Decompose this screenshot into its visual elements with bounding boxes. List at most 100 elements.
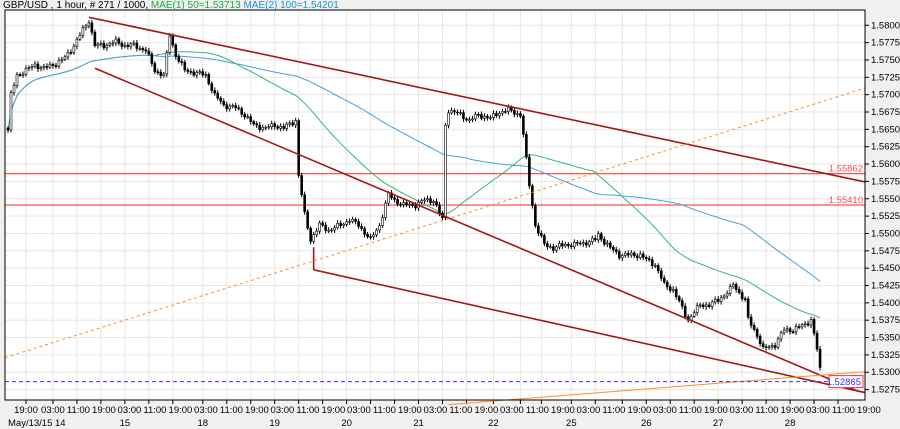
candle-body bbox=[674, 288, 678, 297]
candle bbox=[381, 214, 384, 228]
y-tick-label: 1.54750 bbox=[871, 246, 900, 257]
candle-body bbox=[525, 133, 528, 158]
candle-body bbox=[614, 249, 618, 252]
candle bbox=[306, 209, 309, 231]
candle-body bbox=[594, 238, 597, 241]
candle-body bbox=[21, 74, 25, 76]
x-tick-label: 11:00 bbox=[755, 405, 778, 416]
candle bbox=[626, 250, 630, 258]
candle bbox=[420, 198, 423, 205]
candle-body bbox=[767, 346, 771, 349]
candle-body bbox=[600, 233, 603, 240]
candle bbox=[267, 123, 270, 130]
candle bbox=[776, 336, 780, 350]
candle bbox=[165, 50, 169, 78]
candle-body bbox=[384, 202, 387, 218]
candle bbox=[150, 51, 154, 67]
candle-body bbox=[414, 205, 417, 209]
symbol-label: GBP/USD bbox=[3, 0, 49, 11]
candle-body bbox=[324, 224, 327, 231]
candle-body bbox=[219, 97, 223, 102]
candle-body bbox=[716, 298, 720, 302]
candle bbox=[129, 42, 133, 50]
candle-body bbox=[605, 242, 609, 245]
candle bbox=[701, 302, 705, 310]
candle-body bbox=[585, 242, 588, 246]
candle bbox=[480, 111, 483, 121]
candle bbox=[629, 250, 633, 258]
candle-body bbox=[623, 253, 627, 256]
chart-info: , 1 hour, # 271 / 1000, bbox=[48, 0, 151, 11]
candle bbox=[692, 309, 696, 319]
candle-body bbox=[632, 252, 636, 257]
candle bbox=[42, 63, 46, 71]
x-tick-label: 11:00 bbox=[143, 405, 166, 416]
candle-body bbox=[144, 49, 148, 52]
candle bbox=[516, 110, 519, 118]
candle bbox=[653, 263, 657, 269]
candle bbox=[731, 282, 735, 290]
candle bbox=[525, 131, 528, 160]
candle bbox=[285, 122, 288, 132]
x-tick-label: 03:00 bbox=[271, 405, 295, 416]
candle-body bbox=[243, 113, 247, 118]
candle bbox=[447, 109, 450, 129]
candle bbox=[57, 57, 61, 69]
candle bbox=[534, 203, 537, 228]
x-date-label: 21 bbox=[413, 418, 424, 429]
candle-body bbox=[195, 71, 199, 76]
candle bbox=[363, 226, 366, 238]
candle-body bbox=[770, 345, 774, 348]
candle bbox=[453, 108, 456, 116]
candle bbox=[246, 113, 250, 120]
candle bbox=[635, 253, 639, 261]
candle bbox=[318, 220, 321, 235]
candle-body bbox=[120, 42, 124, 47]
x-tick-label: 11:00 bbox=[220, 405, 243, 416]
candle-body bbox=[695, 305, 699, 314]
candle bbox=[177, 53, 181, 64]
candle bbox=[96, 42, 100, 49]
candle bbox=[36, 61, 40, 72]
candle-body bbox=[486, 116, 489, 119]
candle bbox=[354, 217, 357, 225]
x-tick-label: 03:00 bbox=[806, 405, 830, 416]
candle-body bbox=[216, 92, 220, 99]
candle bbox=[27, 65, 31, 72]
candle bbox=[659, 267, 663, 282]
candle-body bbox=[54, 65, 58, 67]
candle bbox=[252, 119, 256, 126]
candle bbox=[704, 301, 708, 310]
candle bbox=[342, 222, 345, 229]
candle-body bbox=[81, 27, 85, 36]
candle bbox=[483, 113, 486, 122]
x-date-label: 15 bbox=[120, 418, 131, 429]
candle bbox=[75, 36, 79, 50]
candle-body bbox=[168, 35, 172, 53]
y-tick-label: 1.56750 bbox=[871, 107, 900, 118]
candle bbox=[315, 228, 318, 238]
candle-body bbox=[237, 107, 241, 110]
candle bbox=[611, 245, 615, 253]
candle bbox=[45, 63, 49, 71]
candle bbox=[513, 107, 516, 118]
candle-body bbox=[677, 296, 681, 301]
candle-body bbox=[42, 66, 46, 68]
candle-body bbox=[728, 286, 732, 294]
candle-body bbox=[330, 229, 333, 232]
candle-body bbox=[570, 245, 573, 248]
candle bbox=[519, 111, 522, 119]
candle-body bbox=[444, 124, 447, 219]
candle bbox=[570, 242, 573, 250]
candle-body bbox=[540, 232, 543, 236]
candle-body bbox=[276, 126, 279, 129]
x-tick-label: 03:00 bbox=[41, 405, 65, 416]
candle-body bbox=[665, 281, 669, 288]
candle bbox=[264, 125, 267, 131]
candle-body bbox=[111, 42, 115, 45]
x-tick-label: 03:00 bbox=[347, 405, 371, 416]
candle bbox=[432, 199, 435, 206]
candle-body bbox=[579, 242, 582, 245]
candle-body bbox=[132, 42, 136, 45]
